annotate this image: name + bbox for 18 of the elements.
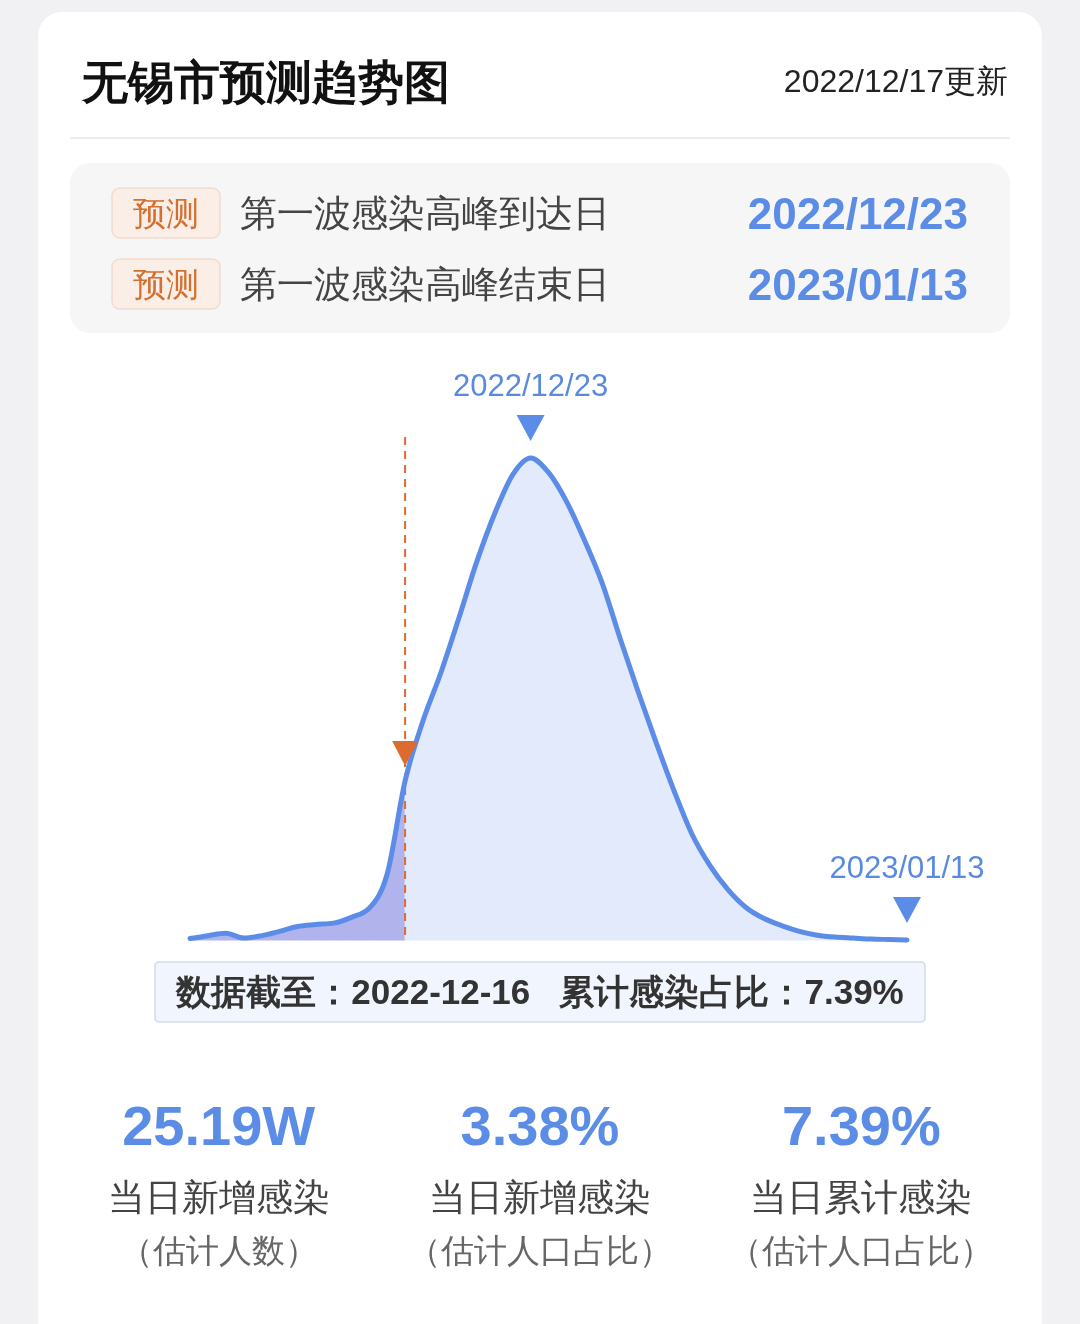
text: （估计人口占比）: [408, 1232, 672, 1269]
text: 第一波感染高峰结束日: [240, 264, 610, 305]
text: 当日累计感染: [750, 1177, 973, 1218]
text: 预测: [133, 195, 199, 232]
text: 无锡市预测趋势图: [81, 56, 450, 108]
text: 25.19W: [122, 1094, 316, 1157]
text: 数据截至：2022-12-16 累计感染占比：7.39%: [175, 972, 904, 1011]
text: （估计人数）: [119, 1232, 318, 1269]
text: 2022/12/23: [747, 189, 968, 238]
text: 第一波感染高峰到达日: [240, 193, 610, 234]
text: （估计人口占比）: [729, 1232, 994, 1269]
text: 2022/12/17更新: [783, 63, 1008, 99]
text: 当日新增感染: [107, 1177, 330, 1218]
text: 7.39%: [781, 1094, 941, 1157]
text: 预测: [133, 266, 199, 303]
text: 当日新增感染: [429, 1177, 651, 1218]
text: 3.38%: [460, 1094, 620, 1157]
text: 2023/01/13: [747, 260, 968, 309]
